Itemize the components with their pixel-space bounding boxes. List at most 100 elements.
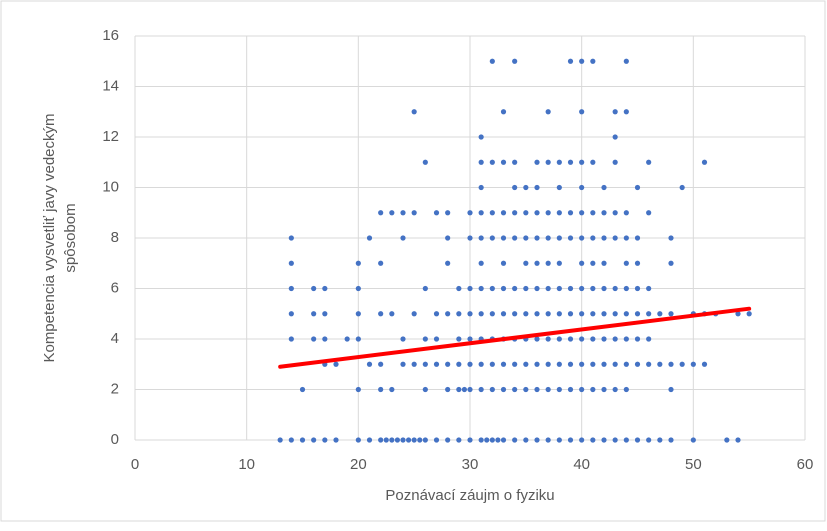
data-point [405,437,412,443]
data-point [612,361,618,367]
data-point [567,336,574,342]
data-point [422,361,428,367]
data-point [400,235,406,241]
data-point [601,437,607,443]
data-point [590,58,596,64]
data-point [646,336,652,342]
y-axis-label: Kompetencia vysvetliť javy vedeckým [41,113,58,362]
y-tick-label: 6 [111,279,119,296]
data-point [333,437,339,443]
data-point [634,361,641,367]
data-point [288,235,294,241]
data-point [400,210,406,216]
data-point [735,311,741,317]
y-tick-label: 10 [102,178,119,195]
data-point [556,159,562,165]
data-point [489,361,495,367]
data-point [612,311,618,317]
data-point [422,386,428,393]
data-point [579,361,585,367]
data-point [634,336,641,342]
data-point [556,361,562,367]
data-point [579,386,585,393]
data-point [545,437,551,443]
data-point [445,235,451,241]
data-point [417,437,423,443]
data-point [657,437,663,443]
data-point [400,437,406,443]
data-point [657,311,663,317]
data-point [322,336,328,342]
data-point [478,311,484,317]
data-point [523,361,529,367]
data-point [556,336,562,342]
data-point [366,361,373,367]
data-point [567,58,574,64]
data-point [411,109,417,115]
data-point [601,285,607,292]
data-point [590,210,596,216]
data-point [355,386,361,393]
data-point [556,210,562,216]
data-point [646,437,652,443]
data-point [489,311,495,317]
data-point [523,311,529,317]
data-point [567,235,574,241]
data-point [567,159,574,165]
data-point [668,235,674,241]
data-point [534,437,540,443]
data-point [478,134,484,140]
data-point [623,361,629,367]
data-point [646,210,652,216]
data-point [277,437,283,443]
data-point [523,285,529,292]
data-point [322,437,328,443]
data-point [512,235,518,241]
data-point [445,311,451,317]
data-point [612,134,618,140]
data-point [579,109,585,115]
data-point [478,361,484,367]
data-point [489,159,495,165]
data-point [311,437,317,443]
data-point [489,235,495,241]
data-point [478,184,484,191]
data-point [601,235,607,241]
data-point [590,235,596,241]
data-point [344,336,350,342]
data-point [612,235,618,241]
data-point [612,210,618,216]
data-point [378,386,384,393]
data-point [545,109,551,115]
data-point [534,210,540,216]
data-point [523,235,529,241]
data-point [545,386,551,393]
data-point [701,159,708,165]
data-point [389,210,395,216]
data-point [556,285,562,292]
data-point [523,437,529,443]
data-point [355,311,361,317]
data-point [366,235,373,241]
data-point [579,311,585,317]
data-point [590,437,596,443]
data-point [534,311,540,317]
data-point [411,210,417,216]
data-point [623,311,629,317]
data-point [445,210,451,216]
data-point [567,210,574,216]
data-point [623,285,629,292]
data-point [389,386,395,393]
data-point [590,260,596,266]
data-point [567,285,574,292]
data-point [333,361,339,367]
data-point [534,336,540,342]
data-point [288,285,294,292]
data-point [646,285,652,292]
data-point [456,386,462,393]
data-point [657,361,663,367]
data-point [534,159,540,165]
data-point [478,437,484,443]
